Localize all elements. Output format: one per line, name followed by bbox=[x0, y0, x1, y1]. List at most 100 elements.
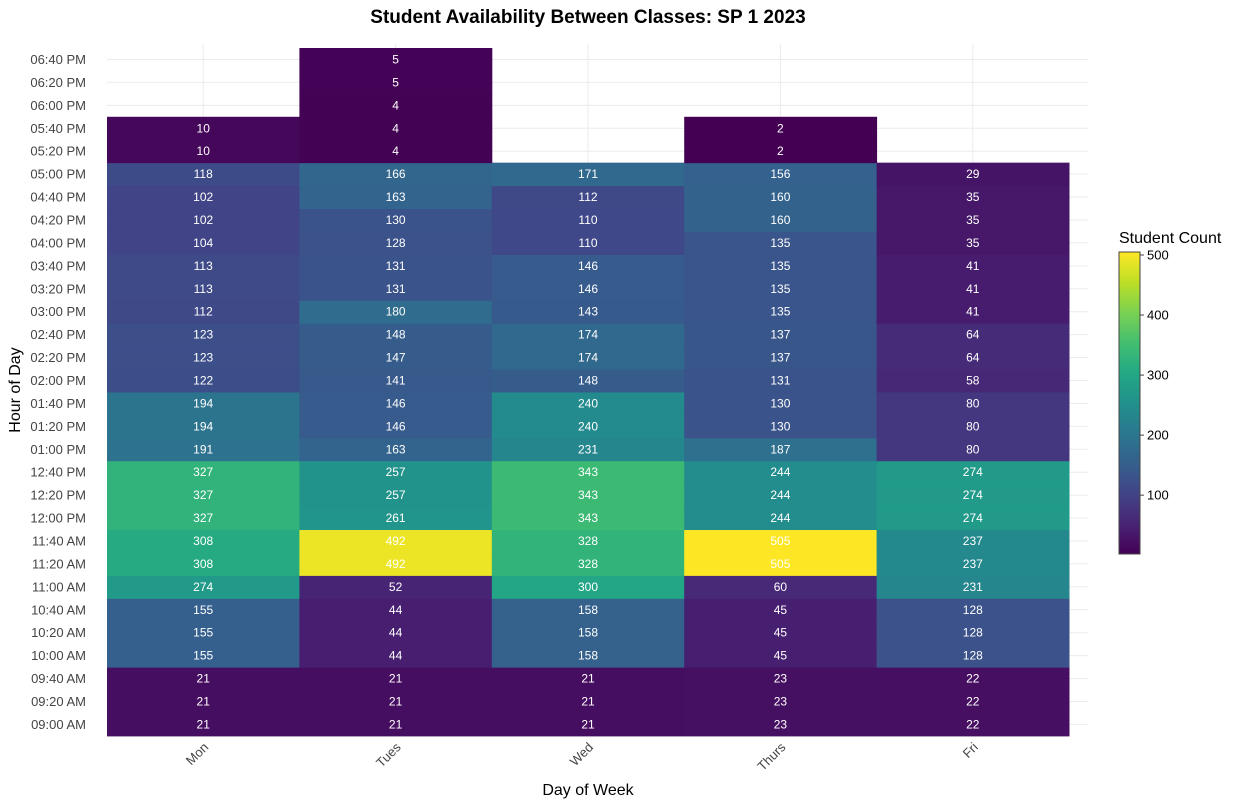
heatmap-cell bbox=[299, 93, 493, 118]
cell-value-label: 166 bbox=[386, 167, 406, 181]
cell-value-label: 113 bbox=[194, 282, 213, 296]
heatmap-cell bbox=[491, 277, 685, 301]
heatmap-cell bbox=[299, 48, 493, 72]
cell-value-label: 4 bbox=[392, 121, 399, 135]
cell-value-label: 146 bbox=[578, 282, 598, 296]
y-tick-label: 05:20 PM bbox=[30, 144, 86, 159]
heatmap-cell bbox=[107, 598, 300, 622]
cell-value-label: 128 bbox=[963, 626, 983, 640]
cell-value-label: 237 bbox=[963, 534, 983, 548]
y-tick-label: 06:20 PM bbox=[30, 75, 86, 90]
cell-value-label: 41 bbox=[966, 282, 980, 296]
heatmap-cell bbox=[876, 506, 1070, 531]
heatmap-cell bbox=[876, 437, 1070, 462]
heatmap-cell bbox=[684, 414, 878, 439]
y-tick-label: 11:20 AM bbox=[32, 556, 86, 571]
heatmap-cell bbox=[684, 391, 878, 416]
heatmap-cell bbox=[107, 644, 300, 668]
heatmap-cell bbox=[299, 116, 493, 141]
cell-value-label: 274 bbox=[963, 511, 983, 525]
heatmap-cell bbox=[684, 346, 878, 370]
cell-value-label: 148 bbox=[386, 328, 406, 342]
cell-value-label: 128 bbox=[386, 236, 406, 250]
cell-value-label: 257 bbox=[386, 488, 406, 502]
cell-labels: 21 21 21 155 155 155 274 308 308 327 327 327 191 194 1… bbox=[193, 52, 983, 731]
cell-value-label: 64 bbox=[966, 351, 980, 365]
heatmap-cell bbox=[491, 575, 685, 599]
cell-value-label: 5 bbox=[392, 52, 399, 66]
cell-value-label: 135 bbox=[770, 259, 790, 273]
cell-value-label: 261 bbox=[386, 511, 406, 525]
heatmap-cell bbox=[299, 369, 493, 393]
y-tick-label: 04:00 PM bbox=[30, 235, 86, 250]
y-tick-label: 01:40 PM bbox=[30, 396, 86, 411]
heatmap-cell bbox=[107, 552, 300, 576]
heatmap-cell bbox=[684, 254, 878, 278]
color-legend: Student Count 100 200 300 400 500 bbox=[1118, 230, 1222, 555]
cell-value-label: 187 bbox=[770, 442, 790, 456]
heatmap-cell bbox=[684, 712, 878, 737]
heatmap-cell bbox=[107, 460, 300, 485]
y-tick-label: 04:20 PM bbox=[30, 212, 86, 227]
heatmap-cell bbox=[491, 162, 685, 187]
heatmap-cell bbox=[876, 529, 1070, 553]
legend-tick-label: 400 bbox=[1147, 308, 1169, 323]
heatmap-cell bbox=[107, 575, 300, 599]
heatmap-cell bbox=[684, 690, 878, 714]
heatmap-cell bbox=[299, 70, 493, 95]
heatmap-cell bbox=[684, 483, 878, 508]
cell-value-label: 244 bbox=[770, 511, 790, 525]
cell-value-label: 21 bbox=[197, 717, 211, 731]
cell-value-label: 156 bbox=[770, 167, 790, 181]
cell-value-label: 4 bbox=[392, 144, 399, 158]
y-tick-label: 11:40 AM bbox=[32, 533, 86, 548]
cell-value-label: 64 bbox=[966, 328, 980, 342]
heatmap-cell bbox=[107, 323, 300, 347]
heatmap-cell bbox=[299, 529, 493, 553]
heatmap-cell bbox=[876, 346, 1070, 370]
cell-value-label: 244 bbox=[770, 465, 790, 479]
heatmap-cell bbox=[491, 231, 685, 255]
heatmap-cells bbox=[107, 48, 1070, 737]
cell-value-label: 4 bbox=[392, 98, 399, 112]
legend-tick-label: 500 bbox=[1147, 248, 1169, 263]
heatmap-cell bbox=[299, 506, 493, 531]
heatmap-cell bbox=[299, 346, 493, 370]
cell-value-label: 10 bbox=[197, 121, 211, 135]
cell-value-label: 171 bbox=[578, 167, 598, 181]
heatmap-cell bbox=[107, 254, 300, 278]
heatmap-cell bbox=[299, 437, 493, 462]
cell-value-label: 80 bbox=[966, 442, 980, 456]
heatmap-cell bbox=[876, 323, 1070, 347]
heatmap-cell bbox=[107, 369, 300, 393]
heatmap-cell bbox=[107, 208, 300, 232]
cell-value-label: 244 bbox=[770, 488, 790, 502]
heatmap-cell bbox=[107, 667, 300, 691]
heatmap-cell bbox=[299, 621, 493, 645]
cell-value-label: 44 bbox=[389, 603, 403, 617]
heatmap-cell bbox=[491, 621, 685, 645]
cell-value-label: 21 bbox=[581, 695, 595, 709]
y-tick-label: 03:40 PM bbox=[30, 258, 86, 273]
heatmap-cell bbox=[491, 391, 685, 416]
cell-value-label: 343 bbox=[578, 511, 598, 525]
heatmap-cell bbox=[684, 506, 878, 531]
heatmap-cell bbox=[299, 667, 493, 691]
heatmap-cell bbox=[107, 139, 300, 164]
heatmap-cell bbox=[299, 552, 493, 576]
cell-value-label: 23 bbox=[774, 672, 788, 686]
cell-value-label: 22 bbox=[966, 717, 980, 731]
heatmap-cell bbox=[107, 116, 300, 141]
cell-value-label: 35 bbox=[966, 236, 980, 250]
cell-value-label: 194 bbox=[193, 396, 213, 410]
cell-value-label: 160 bbox=[770, 213, 790, 227]
cell-value-label: 257 bbox=[386, 465, 406, 479]
cell-value-label: 52 bbox=[389, 580, 403, 594]
cell-value-label: 21 bbox=[389, 672, 403, 686]
heatmap-cell bbox=[491, 598, 685, 622]
heatmap-cell bbox=[491, 644, 685, 668]
x-tick-label: Mon bbox=[183, 740, 211, 768]
heatmap-cell bbox=[299, 300, 493, 324]
cell-value-label: 123 bbox=[193, 351, 213, 365]
cell-value-label: 231 bbox=[963, 580, 983, 594]
